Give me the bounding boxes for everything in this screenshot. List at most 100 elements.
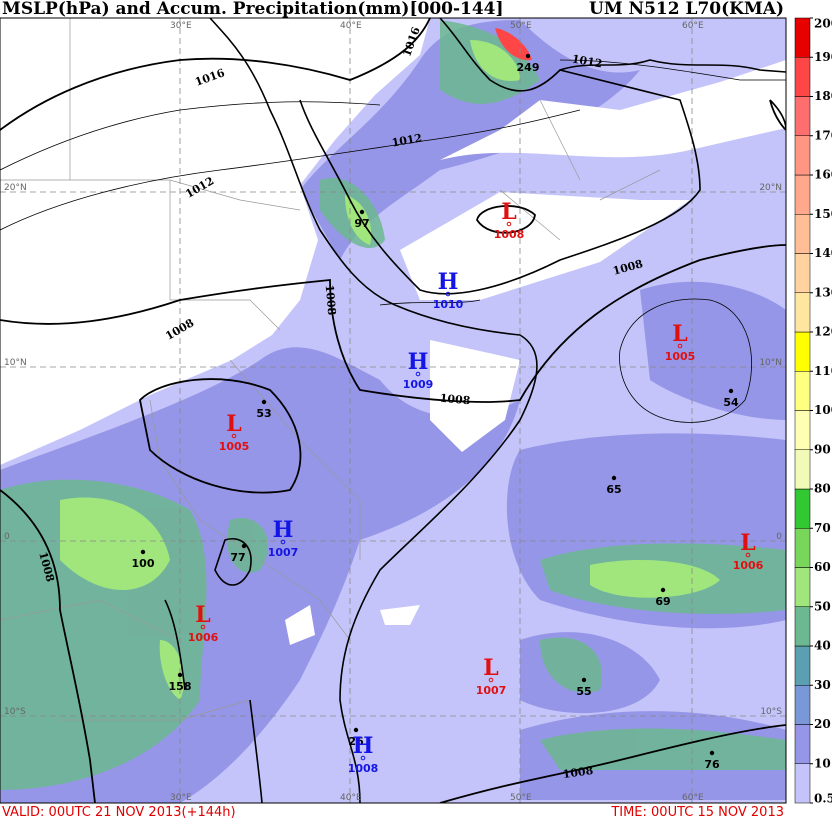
colorbar: 0.5 10 20 30 40 50 60 70 80 90 100 110 120 130 140 150 1… xyxy=(794,17,832,806)
lat-label: 10°N xyxy=(4,358,27,368)
pressure-center-dot xyxy=(200,624,206,630)
pressure-symbol: L xyxy=(195,602,210,628)
pressure-value: 1009 xyxy=(403,378,434,391)
no-precip-land-part xyxy=(380,605,420,625)
pressure-center-dot xyxy=(745,552,751,558)
isobar-label: 1008 xyxy=(323,284,339,316)
precip-50-part xyxy=(60,497,170,590)
colorbar-tick-label: 50 xyxy=(814,599,831,613)
pressure-center-dot xyxy=(677,343,683,349)
colorbar-swatch xyxy=(794,57,811,97)
pressure-center-dot xyxy=(280,539,286,545)
pressure-symbol: H xyxy=(438,269,459,295)
isobars-part xyxy=(559,59,786,81)
map-frame xyxy=(0,17,787,804)
precip-max-label: 53 xyxy=(256,407,271,420)
precip-max-dot xyxy=(140,549,146,555)
colorbar-swatch xyxy=(794,135,811,176)
no-precip-land-part xyxy=(400,192,690,300)
pressure-symbol: H xyxy=(353,733,374,759)
no-precip-land-part xyxy=(285,605,315,645)
colorbar-swatch xyxy=(794,292,811,333)
pressure-center-dot xyxy=(506,221,512,227)
pressure-value: 1007 xyxy=(268,546,299,559)
colorbar-tick-label: 160 xyxy=(814,168,832,182)
precip-max-label: 69 xyxy=(655,595,670,608)
precip-50-part xyxy=(345,195,372,245)
colorbar-tick-label: 40 xyxy=(814,639,831,653)
precip-max-dot xyxy=(728,388,734,394)
isobars-part xyxy=(0,109,581,231)
colorbar-swatch xyxy=(794,96,811,136)
colorbar-swatch xyxy=(794,645,811,686)
lon-label: 60°E xyxy=(682,793,704,803)
isobars-part xyxy=(0,244,786,403)
colorbar-swatch xyxy=(794,606,811,647)
borders-part xyxy=(0,18,661,721)
colorbar-swatch xyxy=(794,214,811,254)
precip-heavy xyxy=(495,28,532,61)
isobars-part xyxy=(439,724,786,803)
isobars-part xyxy=(379,299,481,306)
lon-label: 50°E xyxy=(510,793,532,803)
colorbar-tick-label: 130 xyxy=(814,285,832,299)
colorbar-swatch xyxy=(794,17,811,58)
colorbar-swatch xyxy=(794,567,811,607)
model-label: UM N512 L70(KMA) xyxy=(589,0,784,19)
precip-max-dot xyxy=(261,399,267,405)
colorbar-tick-label: 80 xyxy=(814,482,831,496)
precip-max-label: 26 xyxy=(348,735,364,748)
lat-label: 20°N xyxy=(759,183,782,193)
no-precip-land-part xyxy=(440,60,786,160)
colorbar-swatch xyxy=(794,410,811,450)
colorbar-tick-label: 20 xyxy=(814,717,831,731)
precip-max-label: 158 xyxy=(169,680,192,693)
colorbar-tick-label: 90 xyxy=(814,442,831,456)
colorbar-tick-label: 110 xyxy=(814,364,832,378)
colorbar-swatch xyxy=(794,763,811,804)
precip-max-label: 54 xyxy=(723,396,739,409)
colorbar-swatch xyxy=(794,724,811,764)
colorbar-swatch xyxy=(794,331,811,372)
title: MSLP(hPa) and Accum. Precipitation(mm)[0… xyxy=(2,0,504,19)
isobar-label-group: 1008 xyxy=(36,550,57,583)
isobar-label-group: 1008 xyxy=(611,257,644,278)
map-layers xyxy=(0,18,786,803)
precip-max-label: 249 xyxy=(517,61,540,74)
isobars-part xyxy=(139,378,302,494)
precip-40-part xyxy=(540,637,602,693)
colorbar-tick-label: 180 xyxy=(814,89,832,103)
isobar-label-group: 1008 xyxy=(439,392,471,408)
precip-max-dot xyxy=(660,587,666,593)
precip-max-dot xyxy=(581,677,587,683)
isobar-label-group: 1008 xyxy=(323,284,339,316)
colorbar-tick-label: 30 xyxy=(814,678,831,692)
pressure-symbol: L xyxy=(501,199,516,225)
pressure-value: 1008 xyxy=(348,762,379,775)
coastlines-part xyxy=(559,59,786,73)
colorbar-tick-label: 70 xyxy=(814,521,831,535)
precip-max-label: 97 xyxy=(354,217,369,230)
isobar-label: 1008 xyxy=(439,392,471,408)
precip-max-dot xyxy=(611,475,617,481)
coastlines xyxy=(164,18,786,803)
lon-label: 40°E xyxy=(340,21,362,31)
colorbar-tick-label: 60 xyxy=(814,560,831,574)
no-precip-land-part xyxy=(430,340,520,452)
precip-max-dot xyxy=(177,672,183,678)
isobar-label-group: 1012 xyxy=(571,52,603,70)
pressure-symbol: L xyxy=(226,411,241,437)
graticule xyxy=(0,18,786,803)
lat-label: 0 xyxy=(4,532,10,542)
pressure-symbol: H xyxy=(273,517,294,543)
colorbar-swatch xyxy=(794,449,811,490)
lon-label: 30°E xyxy=(170,21,192,31)
coastlines-part xyxy=(214,538,252,586)
pressure-value: 1006 xyxy=(188,631,219,644)
precip-max-label: 55 xyxy=(576,685,591,698)
precip-max-label: 65 xyxy=(606,483,621,496)
pressure-center-dot xyxy=(445,291,451,297)
pressure-value: 1010 xyxy=(433,298,464,311)
map-labels: 30°E 30°E 40°E 40°E 50°E 50°E 60°E 60°E 20°N 20°N… xyxy=(4,21,782,803)
